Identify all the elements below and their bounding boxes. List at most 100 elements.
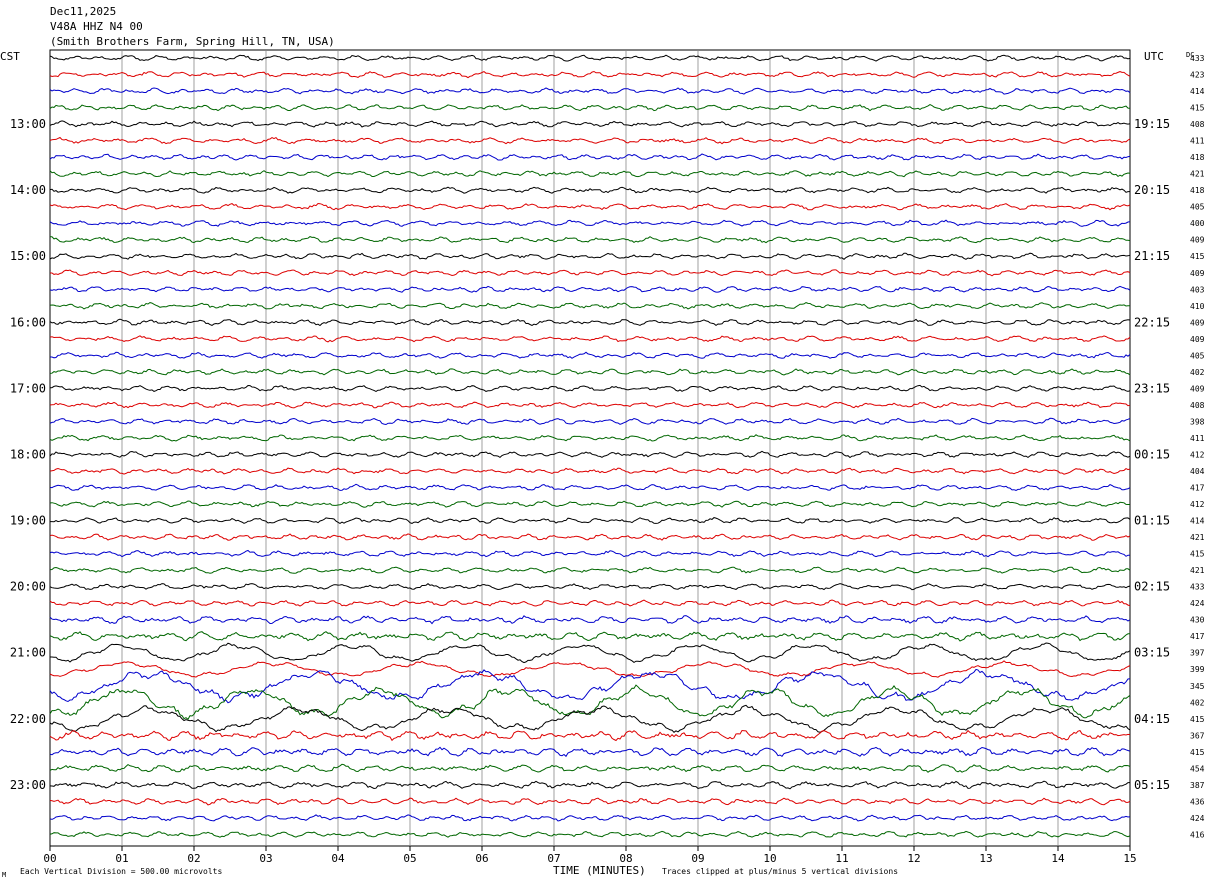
clip-note: Traces clipped at plus/minus 5 vertical … xyxy=(662,867,898,876)
right-hour-label: 01:15 xyxy=(1134,514,1170,528)
trace-red xyxy=(49,797,1131,806)
chart-labels: CST UTC DC M Each Vertical Division = 50… xyxy=(0,50,1205,879)
dc-value: 414 xyxy=(1190,517,1205,526)
trace-black xyxy=(49,583,1131,591)
x-tick-label: 03 xyxy=(259,852,272,865)
dc-value: 418 xyxy=(1190,153,1205,162)
trace-blue xyxy=(49,549,1131,558)
dc-header-label: DC xyxy=(1186,51,1194,59)
trace-green xyxy=(49,500,1130,508)
dc-value: 417 xyxy=(1190,632,1205,641)
left-hour-label: 22:00 xyxy=(10,712,46,726)
left-hour-label: 20:00 xyxy=(10,580,46,594)
trace-green xyxy=(49,631,1130,642)
left-hour-label: 14:00 xyxy=(10,183,46,197)
x-tick-label: 02 xyxy=(187,852,200,865)
dc-value: 409 xyxy=(1190,269,1205,278)
dc-value: 417 xyxy=(1190,484,1205,493)
dc-value: 399 xyxy=(1190,665,1205,674)
trace-red xyxy=(49,335,1131,343)
dc-value: 403 xyxy=(1190,285,1205,294)
left-hour-label: 16:00 xyxy=(10,315,46,329)
dc-value: 433 xyxy=(1190,583,1205,592)
trace-red xyxy=(49,136,1131,145)
dc-value: 405 xyxy=(1190,203,1205,212)
right-hour-label: 20:15 xyxy=(1134,183,1170,197)
dc-value: 421 xyxy=(1190,533,1205,542)
trace-black xyxy=(49,704,1131,733)
x-tick-label: 12 xyxy=(907,852,920,865)
x-tick-label: 09 xyxy=(691,852,704,865)
trace-green xyxy=(49,684,1131,721)
dc-value: 415 xyxy=(1190,748,1205,757)
trace-black xyxy=(49,120,1131,128)
trace-black xyxy=(49,318,1131,327)
trace-red xyxy=(49,533,1131,541)
x-tick-label: 11 xyxy=(835,852,848,865)
dc-value: 416 xyxy=(1190,830,1205,839)
trace-green xyxy=(49,566,1131,574)
trace-black xyxy=(50,517,1131,524)
right-hour-label: 21:15 xyxy=(1134,249,1170,263)
dc-value: 415 xyxy=(1190,252,1205,261)
trace-black xyxy=(49,54,1131,62)
vertical-division-note: Each Vertical Division = 500.00 microvol… xyxy=(20,867,222,876)
header-location: (Smith Brothers Farm, Spring Hill, TN, U… xyxy=(50,35,335,48)
right-hour-label: 04:15 xyxy=(1134,712,1170,726)
dc-value: 411 xyxy=(1190,434,1205,443)
dc-value: 409 xyxy=(1190,335,1205,344)
left-hour-label: 13:00 xyxy=(10,117,46,131)
dc-value: 412 xyxy=(1190,500,1205,509)
seismic-traces xyxy=(49,54,1131,838)
x-tick-label: 01 xyxy=(115,852,128,865)
trace-blue xyxy=(49,87,1131,95)
dc-value: 400 xyxy=(1190,219,1205,228)
left-hour-label: 19:00 xyxy=(10,514,46,528)
x-tick-label: 06 xyxy=(475,852,488,865)
dc-value: 398 xyxy=(1190,417,1205,426)
trace-black xyxy=(49,186,1130,194)
trace-red xyxy=(49,70,1131,79)
trace-green xyxy=(49,434,1131,442)
dc-value: 412 xyxy=(1190,450,1205,459)
trace-red xyxy=(49,660,1131,678)
left-hour-label: 17:00 xyxy=(10,381,46,395)
trace-blue xyxy=(49,417,1131,426)
trace-red xyxy=(49,202,1131,211)
dc-value: 404 xyxy=(1190,467,1205,476)
x-tick-label: 14 xyxy=(1051,852,1065,865)
plot-frame xyxy=(49,49,1131,847)
dc-value: 423 xyxy=(1190,71,1205,80)
dc-value: 387 xyxy=(1190,781,1205,790)
dc-value: 415 xyxy=(1190,715,1205,724)
right-hour-label: 19:15 xyxy=(1134,117,1170,131)
dc-value: 436 xyxy=(1190,797,1205,806)
x-tick-label: 00 xyxy=(43,852,56,865)
left-hour-label: 21:00 xyxy=(10,646,46,660)
dc-value: 409 xyxy=(1190,384,1205,393)
trace-blue xyxy=(49,483,1131,491)
dc-value: 410 xyxy=(1190,302,1205,311)
trace-red xyxy=(49,599,1131,607)
x-tick-label: 10 xyxy=(763,852,776,865)
x-axis-title: TIME (MINUTES) xyxy=(553,864,646,877)
dc-value: 433 xyxy=(1190,54,1205,63)
trace-blue xyxy=(49,746,1131,758)
trace-red xyxy=(49,467,1131,475)
dc-value: 409 xyxy=(1190,236,1205,245)
dc-value: 421 xyxy=(1190,170,1205,179)
left-hour-label: 18:00 xyxy=(10,447,46,461)
trace-green xyxy=(50,236,1131,244)
left-timezone-label: CST xyxy=(0,50,20,63)
trace-black xyxy=(49,780,1130,790)
right-hour-label: 00:15 xyxy=(1134,447,1170,461)
x-tick-label: 05 xyxy=(403,852,416,865)
x-tick-label: 04 xyxy=(331,852,345,865)
dc-value: 345 xyxy=(1190,682,1205,691)
right-hour-label: 23:15 xyxy=(1134,381,1170,395)
x-tick-label: 13 xyxy=(979,852,992,865)
dc-value: 408 xyxy=(1190,120,1205,129)
trace-blue xyxy=(49,219,1131,227)
trace-black xyxy=(49,450,1131,459)
